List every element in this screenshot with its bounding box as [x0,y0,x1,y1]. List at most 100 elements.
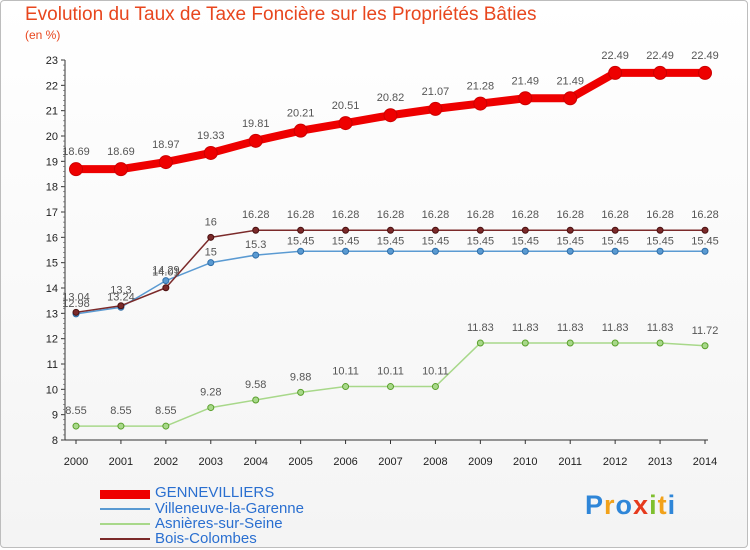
data-point-gennevilliers [338,116,353,131]
data-label-asnieres: 9.28 [200,387,221,399]
x-tick-label: 2011 [558,456,582,468]
data-point-villeneuve [611,247,619,255]
data-point-bois-colombes [297,226,305,234]
logo-letter: P [585,490,605,520]
data-label-villeneuve: 15.45 [512,235,540,247]
chart-title: Evolution du Taux de Taxe Foncière sur l… [25,4,537,25]
data-label-gennevilliers: 22.49 [601,50,629,62]
data-point-villeneuve [297,247,305,255]
legend-label-asnieres: Asnières-sur-Seine [155,515,283,532]
data-label-gennevilliers: 21.07 [422,86,450,98]
data-label-asnieres: 9.58 [245,379,266,391]
data-point-villeneuve [162,277,170,285]
data-label-bois-colombes: 14.01 [152,267,180,279]
y-tick-label: 17 [46,207,58,219]
data-label-villeneuve: 15.45 [691,235,719,247]
data-point-bois-colombes [342,226,350,234]
logo-letter: i [649,490,658,520]
data-label-villeneuve: 15.45 [601,235,629,247]
data-point-asnieres [387,383,394,391]
data-label-bois-colombes: 13.3 [110,285,131,297]
data-point-bois-colombes [72,308,80,316]
data-label-bois-colombes: 13.04 [62,291,90,303]
x-tick-label: 2003 [199,456,223,468]
data-point-asnieres [431,383,439,391]
chart-subtitle: (en %) [25,28,61,42]
data-label-villeneuve: 15.3 [245,239,266,251]
data-label-gennevilliers: 22.49 [691,50,719,62]
data-point-asnieres [521,339,529,347]
data-label-bois-colombes: 16.28 [287,209,315,221]
y-tick-label: 15 [46,258,58,270]
legend-label-villeneuve: Villeneuve-la-Garenne [155,500,304,517]
data-label-gennevilliers: 18.69 [62,146,90,158]
data-label-asnieres: 8.55 [155,405,176,417]
data-label-asnieres: 11.83 [512,322,539,334]
legend-label-bois-colombes: Bois-Colombes [155,530,257,547]
data-point-asnieres [476,339,484,347]
data-label-villeneuve: 15.45 [377,235,405,247]
data-point-asnieres [342,383,350,391]
y-tick-label: 13 [46,308,58,320]
data-label-villeneuve: 15.45 [646,235,674,247]
data-label-villeneuve: 15.45 [556,235,584,247]
data-label-asnieres: 10.11 [332,366,359,378]
data-label-villeneuve: 12.98 [62,298,90,310]
data-label-bois-colombes: 16.28 [601,209,629,221]
data-point-villeneuve [252,251,260,259]
data-point-asnieres [656,339,664,347]
data-point-asnieres [611,339,619,347]
data-label-gennevilliers: 21.49 [512,75,540,87]
data-point-gennevilliers [383,108,398,123]
data-point-bois-colombes [656,226,664,234]
x-tick-label: 2007 [378,456,402,468]
data-point-bois-colombes [207,233,215,241]
data-point-bois-colombes [566,226,574,234]
x-tick-label: 2009 [468,456,492,468]
data-point-gennevilliers [293,123,308,138]
data-label-gennevilliers: 21.28 [467,81,495,93]
y-tick-label: 10 [46,384,58,396]
y-tick-label: 21 [46,106,58,118]
data-label-villeneuve: 15.45 [467,235,495,247]
data-label-bois-colombes: 16.28 [556,209,584,221]
logo-letter: r [604,490,616,520]
data-point-bois-colombes [431,226,439,234]
y-tick-label: 16 [46,232,58,244]
legend-swatch-gennevilliers [100,490,150,499]
data-point-villeneuve [431,247,439,255]
data-label-bois-colombes: 16 [205,216,217,228]
data-label-bois-colombes: 16.28 [377,209,405,221]
y-tick-label: 12 [46,334,58,346]
legend-swatch-bois-colombes [100,538,150,540]
data-point-asnieres [297,388,305,396]
data-point-villeneuve [701,247,709,255]
data-point-gennevilliers [158,155,173,170]
data-point-gennevilliers [563,91,578,106]
y-tick-label: 19 [46,156,58,168]
data-label-asnieres: 9.88 [290,371,311,383]
data-label-bois-colombes: 16.28 [646,209,674,221]
data-label-gennevilliers: 20.82 [377,92,405,104]
data-point-gennevilliers [203,145,218,160]
y-tick-label: 18 [46,182,58,194]
data-point-asnieres [566,339,574,347]
logo-letter: x [633,490,650,520]
x-tick-label: 2002 [154,456,178,468]
data-point-bois-colombes [611,226,619,234]
data-point-bois-colombes [387,226,394,234]
data-label-asnieres: 10.11 [422,366,449,378]
data-label-gennevilliers: 18.97 [152,139,180,151]
data-point-asnieres [701,342,709,350]
data-label-asnieres: 11.83 [467,322,494,334]
data-point-asnieres [252,396,260,404]
y-tick-label: 8 [52,435,58,447]
data-label-asnieres: 8.55 [65,405,86,417]
legend-swatch-asnieres [100,523,150,525]
data-label-asnieres: 8.55 [110,405,131,417]
data-label-villeneuve: 15 [205,247,217,259]
data-label-gennevilliers: 20.21 [287,108,315,120]
data-point-gennevilliers [653,65,668,80]
